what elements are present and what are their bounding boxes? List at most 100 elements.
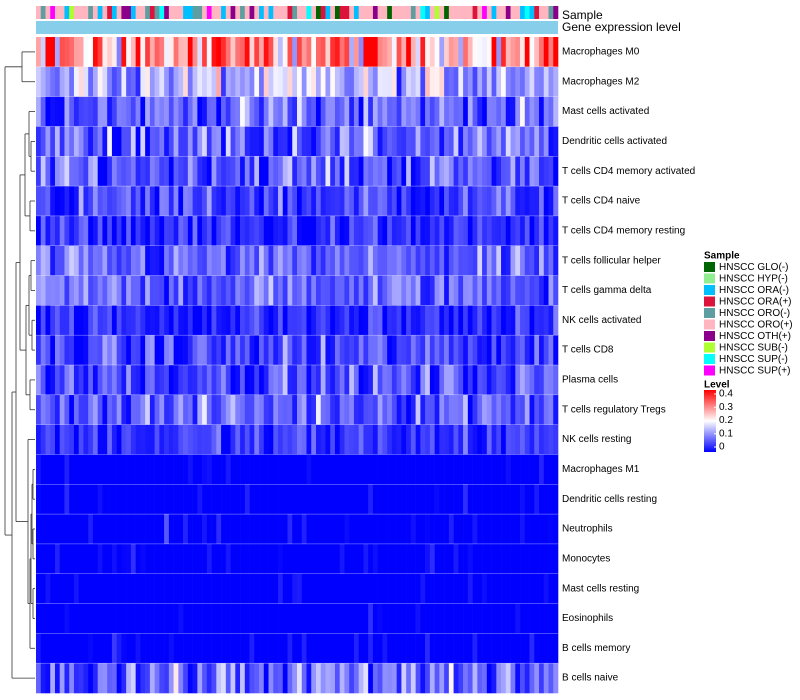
heatmap-cell [197, 633, 203, 664]
heatmap-cell [353, 543, 359, 575]
expression-track-label: Gene expression level [562, 20, 681, 34]
heatmap-cell [121, 186, 127, 217]
heatmap-cell [543, 186, 549, 217]
heatmap-cell [325, 126, 331, 157]
heatmap-cell [259, 335, 265, 366]
heatmap-cell [368, 454, 374, 485]
heatmap-cell [448, 633, 454, 664]
heatmap-cell [515, 335, 521, 366]
heatmap-cell [330, 66, 336, 97]
heatmap-cell [287, 245, 293, 276]
sample-cell [135, 6, 141, 19]
heatmap-cell [97, 663, 103, 694]
heatmap-cell [168, 37, 174, 68]
heatmap-cell [192, 424, 198, 455]
row-label: Plasma cells [562, 375, 618, 386]
heatmap-cell [372, 663, 378, 694]
heatmap-cell [259, 275, 265, 306]
heatmap-cell [116, 275, 122, 306]
heatmap-cell [230, 305, 236, 336]
heatmap-cell [178, 573, 184, 604]
heatmap-cell [159, 275, 165, 306]
heatmap-cell [164, 514, 170, 545]
heatmap-cell [54, 126, 61, 157]
heatmap-cell [202, 215, 208, 247]
heatmap-cell [130, 215, 136, 247]
heatmap-cell [254, 543, 260, 575]
heatmap-cell [420, 454, 426, 485]
heatmap-cell [278, 454, 284, 485]
heatmap-cell [368, 275, 374, 306]
heatmap-cell [477, 66, 483, 97]
heatmap-cell [225, 424, 231, 455]
heatmap-cell [458, 424, 464, 455]
heatmap-cell [444, 663, 450, 694]
heatmap-cell [107, 603, 113, 634]
heatmap-cell [225, 305, 231, 336]
heatmap-cell [472, 335, 478, 366]
heatmap-cell [59, 514, 65, 545]
heatmap-cell [50, 454, 56, 485]
heatmap-cell [192, 394, 198, 425]
heatmap-cell [278, 633, 284, 664]
heatmap-cell [59, 37, 65, 68]
heatmap-cell [230, 603, 236, 634]
heatmap-cell [339, 215, 345, 247]
heatmap-cell [306, 96, 312, 127]
heatmap-cell [183, 543, 189, 575]
heatmap-cell [358, 543, 364, 575]
heatmap-cell [111, 275, 117, 306]
heatmap-cell [192, 603, 198, 634]
heatmap-cell [434, 37, 440, 68]
heatmap-cell [244, 514, 250, 545]
sample-cell [425, 6, 431, 19]
heatmap-cell [482, 245, 488, 276]
heatmap-cell [339, 633, 345, 664]
heatmap-cell [126, 484, 132, 515]
heatmap-cell [387, 394, 393, 425]
heatmap-cell [434, 156, 440, 187]
heatmap-cell [40, 245, 46, 276]
heatmap-cell [529, 186, 535, 217]
heatmap-cell [301, 603, 307, 634]
heatmap-cell [54, 66, 61, 97]
heatmap-cell [97, 543, 103, 575]
sample-cell [259, 6, 265, 19]
heatmap-cell [36, 484, 42, 515]
heatmap-cell [45, 66, 51, 97]
heatmap-cell [187, 633, 193, 664]
heatmap-cell [173, 484, 179, 515]
heatmap-cell [240, 394, 246, 425]
heatmap-cell [187, 365, 193, 396]
heatmap-cell [140, 365, 146, 396]
heatmap-cell [444, 514, 450, 545]
heatmap-cell [121, 394, 127, 425]
heatmap-cell [278, 424, 284, 455]
heatmap-cell [496, 96, 502, 127]
heatmap-cell [173, 633, 179, 664]
heatmap-cell [135, 305, 141, 336]
heatmap-cell [425, 275, 431, 306]
heatmap-cell [50, 424, 56, 455]
heatmap-cell [202, 96, 208, 127]
heatmap-cell [45, 663, 51, 694]
heatmap-cell [254, 37, 260, 68]
heatmap-cell [349, 186, 355, 217]
heatmap-cell [173, 126, 179, 157]
heatmap-cell [268, 305, 274, 336]
heatmap-cell [344, 215, 350, 247]
heatmap-cell [273, 603, 279, 634]
heatmap-cell [268, 454, 274, 485]
heatmap-cell [406, 96, 412, 127]
heatmap-cell [73, 305, 80, 336]
heatmap-cell [306, 305, 312, 336]
heatmap-cell [553, 335, 559, 366]
heatmap-cell [78, 365, 84, 396]
heatmap-cell [154, 96, 160, 127]
heatmap-cell [410, 37, 416, 68]
heatmap-cell [448, 186, 454, 217]
heatmap-cell [168, 484, 174, 515]
heatmap-cell [363, 394, 369, 425]
heatmap-cell [477, 126, 483, 157]
heatmap-cell [145, 37, 151, 68]
